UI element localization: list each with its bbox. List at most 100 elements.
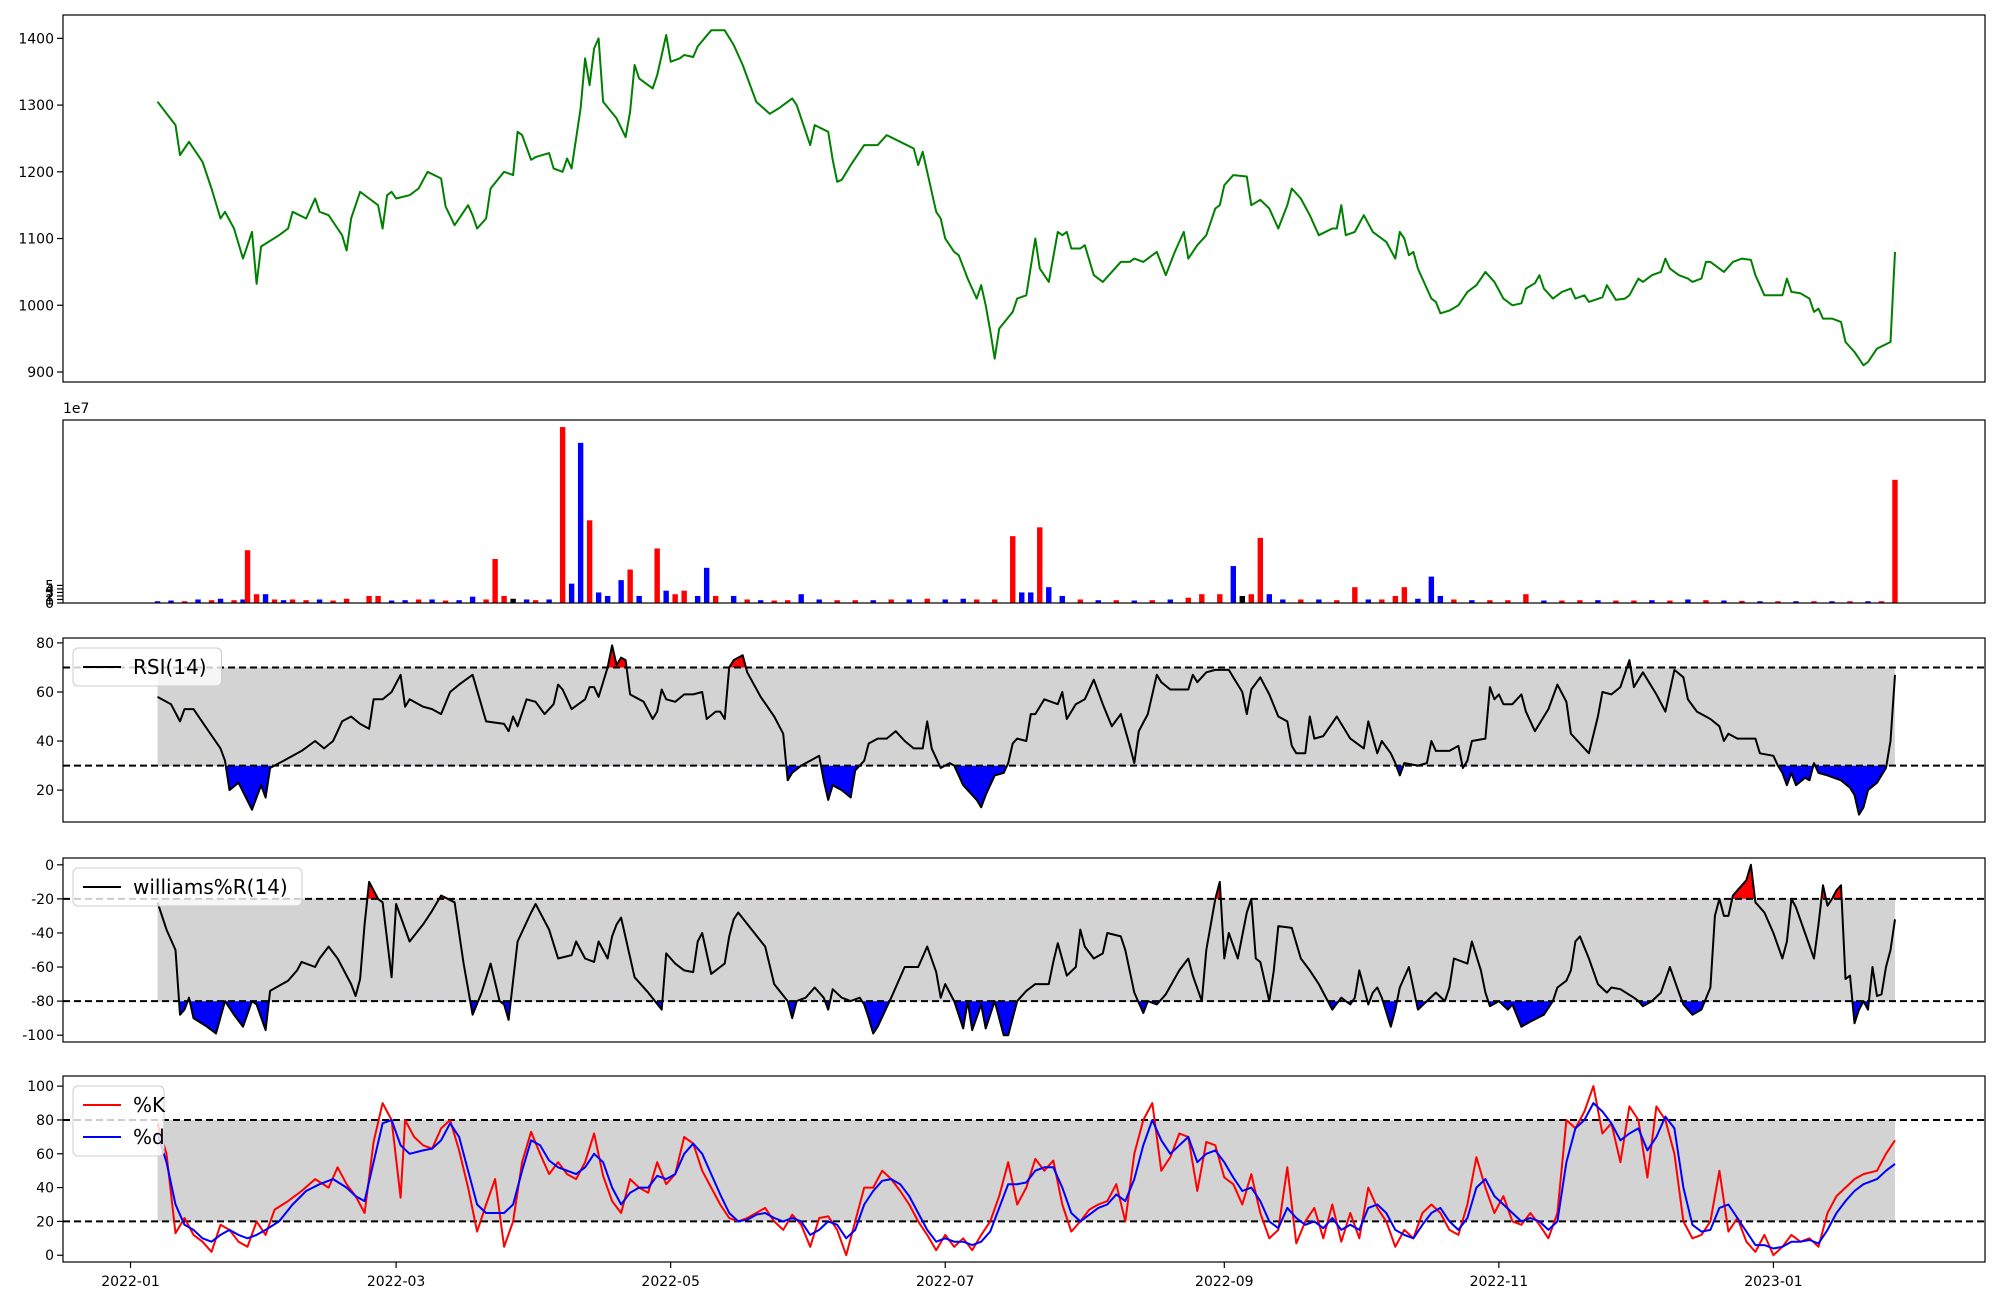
volume-bar: [523, 599, 530, 603]
volume-bar: [1401, 587, 1408, 603]
williams-ytick-label: -60: [31, 960, 54, 976]
volume-bar: [501, 595, 507, 603]
price-axes-frame: [62, 14, 1986, 383]
volume-bar: [960, 598, 966, 603]
volume-bar: [231, 600, 237, 603]
volume-bar: [1185, 597, 1191, 603]
williams-band: [157, 898, 1895, 1002]
stochastic-ytick-label: 60: [36, 1147, 54, 1163]
williams-plot-area: [63, 863, 1985, 1037]
volume-bar: [469, 596, 476, 603]
williams-series-line-0: [156, 863, 1896, 1037]
volume-bar: [1230, 566, 1237, 603]
volume-bar: [262, 594, 269, 603]
volume-bar: [1077, 599, 1083, 603]
volume-bar: [388, 600, 395, 603]
volume-bar: [510, 598, 516, 603]
volume-bar: [654, 548, 660, 603]
stochastic-legend-label: %K: [133, 1093, 166, 1117]
volume-bar: [1266, 594, 1273, 603]
volume-ytick-label: 0: [45, 596, 54, 612]
rsi-panel: 20 40 60 80 RSI(14): [36, 636, 1986, 823]
volume-bar: [1811, 601, 1817, 603]
volume-bar: [456, 600, 462, 603]
price-ytick-label: 1200: [18, 165, 54, 181]
xtick-label: 2022-09: [1195, 1274, 1254, 1290]
volume-bar: [483, 599, 489, 603]
rsi-legend: [72, 647, 222, 687]
williams-ytick-label: -40: [31, 926, 54, 942]
volume-bar: [1095, 600, 1101, 603]
stochastic-panel: 0 20 40 60 80 100 %K %d 2022-01 2022-03 2022-05 202…: [27, 1075, 1986, 1290]
volume-bar: [694, 595, 701, 603]
volume-bar: [1352, 587, 1358, 603]
volume-bar: [1469, 600, 1475, 603]
volume-bar: [798, 594, 804, 603]
price-ytick-label: 900: [27, 365, 54, 381]
volume-bar: [532, 600, 539, 603]
stochastic-ytick-label: 0: [45, 1248, 54, 1264]
volume-bar: [595, 592, 602, 603]
rsi-ytick-label: 40: [36, 734, 54, 750]
xtick-label: 2022-07: [916, 1274, 975, 1290]
williams-legend-label: williams%R(14): [133, 875, 288, 899]
volume-bar: [834, 600, 840, 603]
volume-bar: [303, 600, 309, 603]
volume-bar: [1649, 600, 1655, 603]
volume-bar: [784, 600, 791, 603]
volume-bar: [1028, 592, 1034, 603]
volume-bar: [289, 599, 296, 603]
williams-panel: -100 -80 -60 -40 -20 0 williams%R(14): [22, 857, 1986, 1044]
volume-bar: [1505, 600, 1511, 603]
volume-ytick-label: 3: [45, 585, 54, 601]
volume-bar: [415, 599, 422, 603]
volume-bar: [942, 599, 948, 603]
volume-bar: [1721, 600, 1727, 603]
volume-bar: [154, 601, 161, 603]
volume-bar: [1865, 601, 1871, 603]
volume-bar: [1149, 600, 1155, 603]
price-ytick-label: 1400: [18, 31, 54, 47]
williams-ytick-label: -80: [31, 994, 54, 1010]
volume-bar: [1379, 599, 1385, 603]
volume-bar: [1298, 599, 1304, 603]
volume-bar: [1793, 601, 1799, 603]
volume-bar: [744, 599, 750, 603]
price-ytick-label: 1300: [18, 98, 54, 114]
volume-bar: [1631, 600, 1637, 603]
volume-bar: [870, 600, 876, 603]
stochastic-legend: [72, 1085, 165, 1157]
volume-ytick-label: 1: [45, 592, 54, 608]
rsi-band: [157, 667, 1895, 766]
volume-bar: [1199, 594, 1205, 603]
volume-bar: [1437, 595, 1444, 603]
xtick-label: 2022-03: [367, 1274, 426, 1290]
volume-bar: [663, 590, 669, 603]
volume-bar: [1451, 599, 1457, 603]
stochastic-legend-label: %d: [133, 1125, 165, 1149]
volume-bar: [1667, 600, 1673, 603]
volume-bar: [712, 595, 719, 603]
volume-bar: [604, 595, 611, 603]
rsi-ytick-label: 60: [36, 685, 54, 701]
williams-ytick-label: -100: [22, 1028, 54, 1044]
price-ytick-label: 1100: [18, 232, 54, 248]
volume-bar: [672, 594, 678, 603]
stochastic-ytick-label: 20: [36, 1214, 54, 1230]
volume-bar: [906, 599, 912, 603]
volume-bar: [1248, 594, 1255, 603]
volume-bar: [429, 599, 435, 603]
volume-bar: [924, 598, 930, 603]
price-panel: 900 1000 1100 1200 1300 1400: [18, 14, 1986, 383]
volume-bar: [1757, 601, 1763, 603]
volume-bar: [1739, 600, 1745, 603]
volume-bar: [1113, 600, 1119, 603]
volume-bar: [271, 599, 278, 603]
volume-bar: [559, 427, 566, 603]
volume-bar: [888, 599, 894, 603]
volume-bar: [636, 595, 642, 603]
volume-bar: [1541, 600, 1547, 603]
volume-bar: [366, 595, 372, 603]
